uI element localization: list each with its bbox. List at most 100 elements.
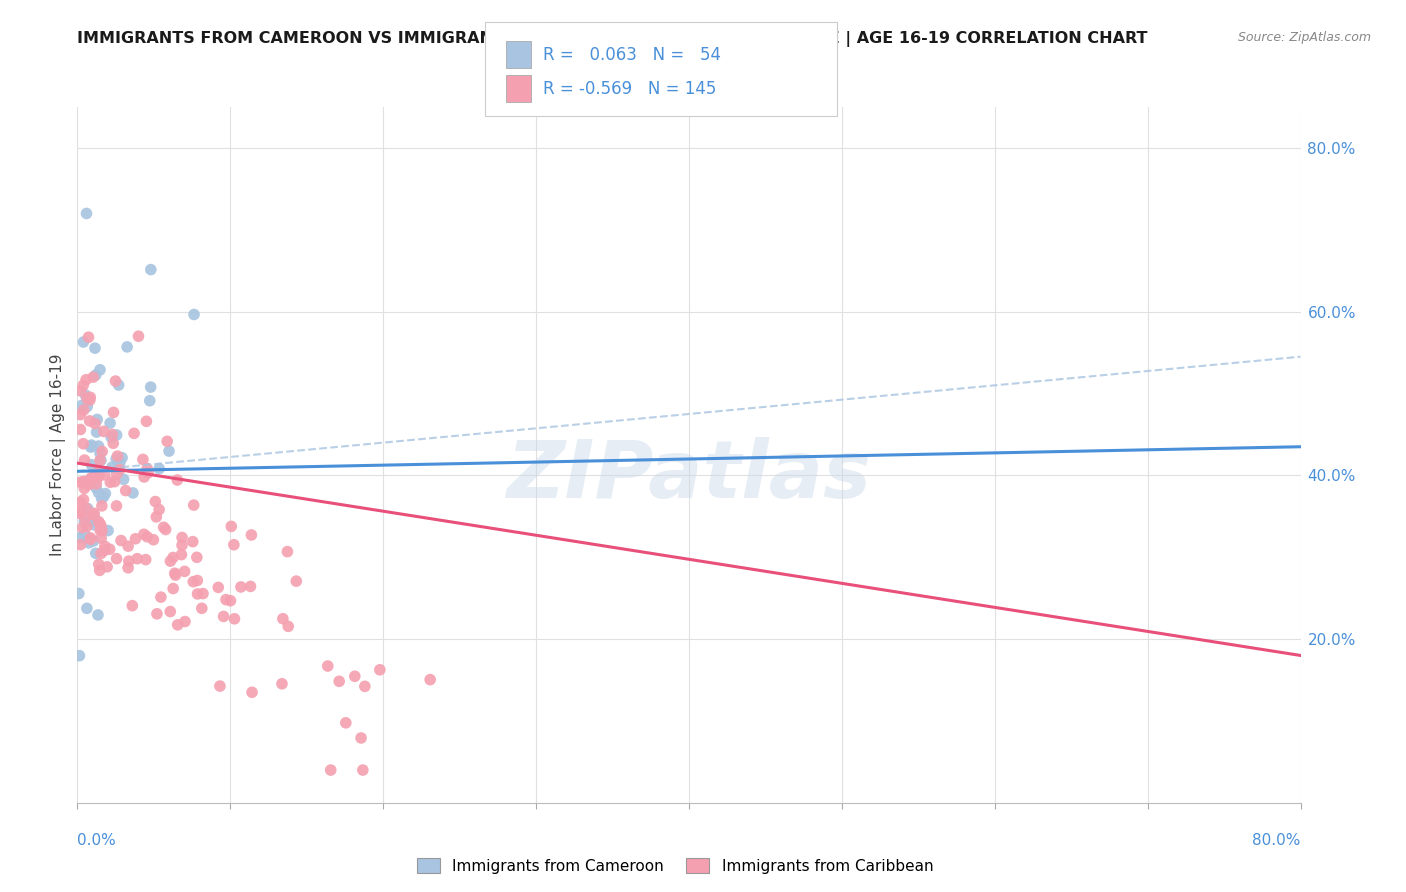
Point bbox=[76, 519, 98, 533]
Point bbox=[103, 436, 125, 450]
Point bbox=[162, 582, 184, 596]
Point bbox=[89, 446, 111, 460]
Point bbox=[70, 399, 93, 413]
Point bbox=[181, 574, 204, 589]
Point bbox=[155, 523, 177, 537]
Point bbox=[127, 551, 149, 566]
Point bbox=[108, 462, 131, 476]
Point bbox=[208, 679, 231, 693]
Point bbox=[174, 615, 197, 629]
Point bbox=[93, 425, 115, 439]
Point bbox=[139, 380, 162, 394]
Point bbox=[87, 607, 110, 622]
Point bbox=[69, 538, 91, 552]
Point bbox=[89, 517, 111, 532]
Point bbox=[222, 538, 245, 552]
Point bbox=[73, 475, 96, 489]
Point bbox=[90, 518, 112, 533]
Legend: Immigrants from Cameroon, Immigrants from Caribbean: Immigrants from Cameroon, Immigrants fro… bbox=[411, 852, 939, 880]
Point bbox=[72, 334, 94, 349]
Point bbox=[101, 460, 124, 475]
Point bbox=[87, 470, 110, 484]
Point bbox=[350, 731, 373, 745]
Point bbox=[328, 674, 350, 689]
Point bbox=[83, 508, 105, 523]
Point bbox=[132, 527, 155, 541]
Point bbox=[132, 452, 155, 467]
Point bbox=[69, 495, 91, 509]
Point bbox=[221, 519, 243, 533]
Point bbox=[79, 533, 101, 547]
Point bbox=[128, 329, 150, 343]
Point bbox=[139, 393, 162, 408]
Point bbox=[94, 539, 117, 553]
Point bbox=[84, 546, 107, 560]
Text: Source: ZipAtlas.com: Source: ZipAtlas.com bbox=[1237, 31, 1371, 45]
Point bbox=[73, 514, 96, 528]
Point bbox=[122, 426, 145, 441]
Point bbox=[73, 403, 96, 417]
Point bbox=[91, 490, 114, 504]
Point bbox=[240, 685, 263, 699]
Point bbox=[353, 679, 375, 693]
Point bbox=[90, 499, 112, 513]
Point bbox=[72, 378, 94, 392]
Point bbox=[186, 574, 208, 588]
Point bbox=[75, 501, 97, 516]
Point bbox=[285, 574, 308, 588]
Point bbox=[316, 659, 339, 673]
Point bbox=[86, 412, 108, 426]
Point bbox=[103, 405, 125, 419]
Point bbox=[240, 528, 263, 542]
Point bbox=[136, 530, 159, 544]
Text: R = -0.569   N = 145: R = -0.569 N = 145 bbox=[543, 79, 716, 97]
Point bbox=[89, 563, 111, 577]
Point bbox=[80, 514, 103, 528]
Point bbox=[105, 467, 128, 482]
Point bbox=[80, 440, 103, 454]
Point bbox=[80, 472, 103, 486]
Point bbox=[84, 368, 107, 382]
Point bbox=[191, 601, 214, 615]
Text: IMMIGRANTS FROM CAMEROON VS IMMIGRANTS FROM CARIBBEAN IN LABOR FORCE | AGE 16-19: IMMIGRANTS FROM CAMEROON VS IMMIGRANTS F… bbox=[77, 31, 1147, 47]
Point bbox=[87, 439, 110, 453]
Point bbox=[75, 511, 97, 525]
Point bbox=[117, 561, 139, 575]
Point bbox=[166, 617, 188, 632]
Point bbox=[87, 515, 110, 529]
Point bbox=[105, 451, 128, 466]
Point bbox=[77, 477, 100, 491]
Point bbox=[76, 206, 98, 220]
Point bbox=[122, 486, 145, 500]
Point bbox=[79, 393, 101, 408]
Point bbox=[148, 502, 170, 516]
Point bbox=[89, 453, 111, 467]
Point bbox=[75, 388, 97, 402]
Point bbox=[79, 414, 101, 428]
Point bbox=[97, 524, 120, 538]
Point bbox=[229, 580, 252, 594]
Point bbox=[142, 533, 165, 547]
Point bbox=[80, 438, 103, 452]
Text: 80.0%: 80.0% bbox=[1253, 833, 1301, 847]
Point bbox=[108, 456, 131, 470]
Point bbox=[104, 374, 127, 388]
Point bbox=[143, 494, 166, 508]
Point bbox=[110, 533, 132, 548]
Point bbox=[183, 308, 205, 322]
Point bbox=[224, 612, 246, 626]
Point bbox=[90, 491, 112, 506]
Point bbox=[87, 558, 110, 572]
Point bbox=[159, 554, 181, 568]
Point bbox=[157, 444, 180, 458]
Point bbox=[79, 390, 101, 404]
Point bbox=[79, 531, 101, 545]
Point bbox=[219, 593, 242, 607]
Point bbox=[105, 499, 128, 513]
Point bbox=[181, 534, 204, 549]
Point bbox=[80, 471, 103, 485]
Point bbox=[76, 501, 98, 516]
Point bbox=[207, 581, 229, 595]
Point bbox=[69, 408, 91, 422]
Y-axis label: In Labor Force | Age 16-19: In Labor Force | Age 16-19 bbox=[51, 353, 66, 557]
